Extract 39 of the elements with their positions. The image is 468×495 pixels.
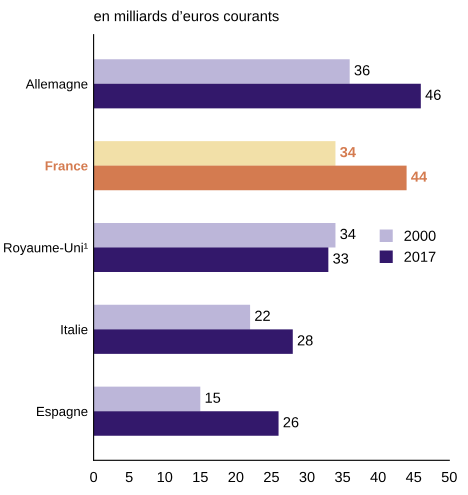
x-tick-label: 15 — [193, 472, 208, 482]
data-label: 28 — [298, 335, 313, 346]
bar — [94, 84, 421, 108]
bar — [94, 141, 336, 166]
x-tick-label: 30 — [299, 472, 315, 482]
x-tick-label: 25 — [264, 472, 279, 482]
bar — [94, 248, 328, 272]
data-label: 22 — [255, 310, 270, 321]
data-label: 15 — [206, 392, 220, 403]
data-label: 26 — [284, 417, 298, 428]
y-tick-label: Allemagne — [26, 78, 88, 92]
legend-label: 2017 — [404, 252, 436, 262]
data-label: 36 — [354, 65, 370, 76]
x-tick-label: 20 — [228, 472, 244, 482]
x-tick-label: 5 — [126, 472, 133, 482]
data-label: 34 — [340, 146, 356, 158]
data-label: 44 — [411, 172, 428, 182]
x-tick-label: 10 — [158, 472, 172, 482]
data-label: 46 — [425, 90, 441, 100]
chart-subtitle: en milliards d’euros courants — [94, 10, 279, 22]
y-tick-label: Italie — [61, 324, 88, 334]
bar — [94, 386, 200, 412]
x-tick-label: 40 — [370, 472, 386, 482]
y-tick-label: France — [46, 161, 88, 171]
bar — [94, 222, 336, 248]
bar — [94, 59, 350, 84]
x-tick-label: 45 — [406, 472, 422, 482]
y-tick-label: Espagne — [37, 406, 88, 419]
data-label: 33 — [333, 253, 348, 264]
y-tick-label: Royaume-Uni¹ — [4, 242, 88, 256]
data-label: 34 — [340, 228, 356, 240]
bar — [94, 329, 293, 354]
legend-label: 2000 — [404, 230, 436, 241]
bar — [94, 304, 250, 330]
x-tick-label: 50 — [442, 472, 457, 482]
bar — [94, 411, 279, 436]
bar — [94, 166, 407, 190]
x-tick-label: 35 — [335, 472, 350, 482]
x-tick-label: 0 — [90, 472, 98, 482]
